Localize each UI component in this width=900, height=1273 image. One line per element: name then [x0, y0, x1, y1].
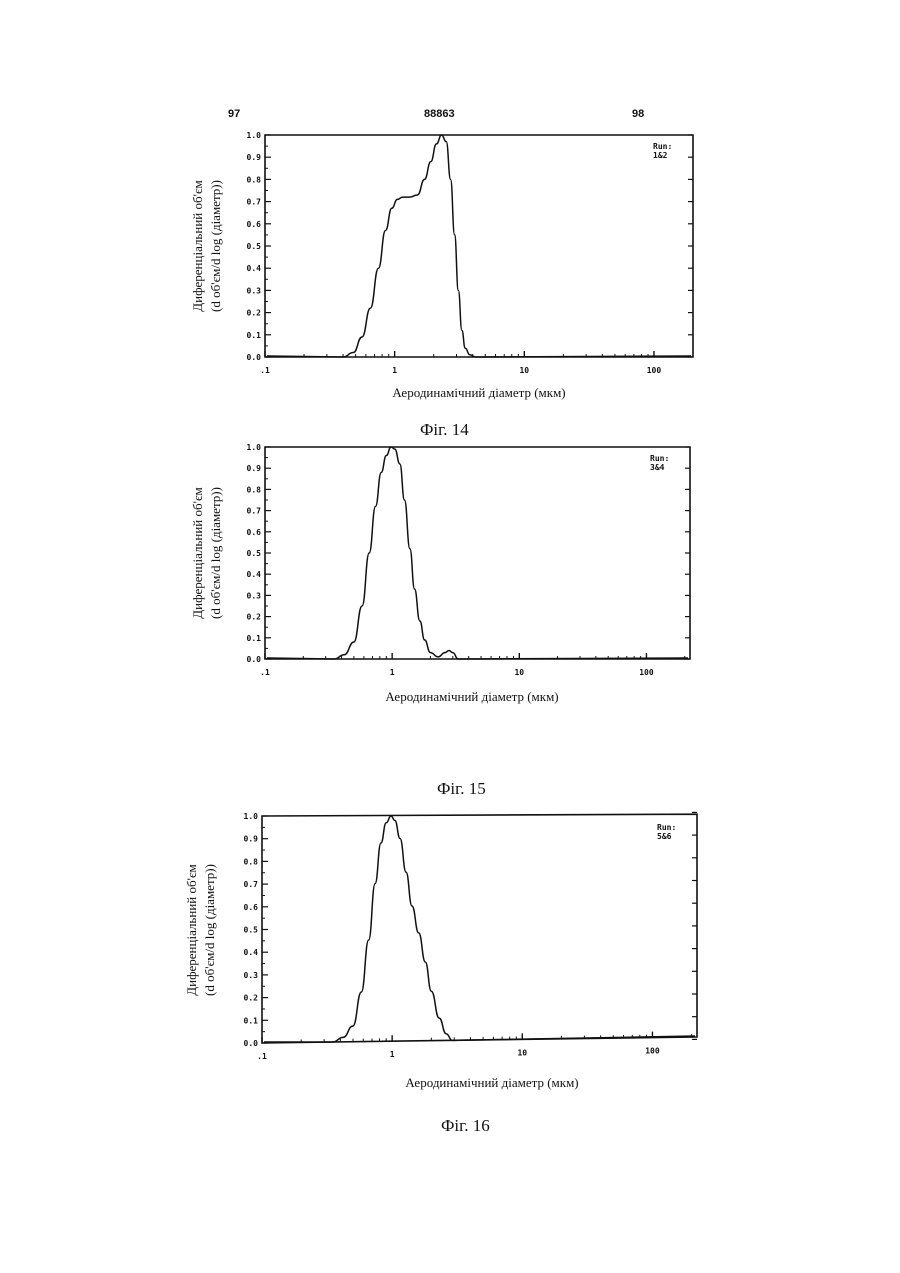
chart-fig16: Диференціальний об'єм (d об'єм/d log (ді… — [0, 790, 900, 1110]
plot-frame — [265, 447, 690, 659]
y-axis-title: Диференціальний об'єм (d об'єм/d log (ді… — [190, 487, 223, 619]
run-value: 5&6 — [657, 832, 672, 841]
y-tick-label: 0.6 — [247, 220, 262, 229]
x-tick-label: .1 — [257, 1052, 267, 1061]
y-tick-label: 0.4 — [244, 948, 259, 957]
y-tick-label: 0.8 — [247, 485, 262, 494]
y-tick-label: 0.9 — [244, 835, 259, 844]
chart-fig15: Диференціальний об'єм (d об'єм/d log (ді… — [0, 430, 900, 730]
y-tick-label: 0.0 — [244, 1039, 259, 1048]
run-value: 1&2 — [653, 151, 668, 160]
x-tick-label: 1 — [392, 366, 397, 375]
x-axis-title: Аеродинамічний діаметр (мкм) — [392, 385, 565, 400]
y-tick-label: 0.3 — [247, 286, 262, 295]
y-axis-title-line2: (d об'єм/d log (діаметр)) — [202, 864, 217, 996]
y-tick-label: 1.0 — [247, 131, 262, 140]
y-tick-label: 0.9 — [247, 464, 262, 473]
x-axis-title: Аеродинамічний діаметр (мкм) — [385, 689, 558, 704]
y-tick-label: 0.2 — [247, 309, 262, 318]
run-label: Run: — [650, 454, 669, 463]
plot-frame — [265, 135, 693, 357]
x-tick-label: 100 — [639, 668, 654, 677]
y-tick-label: 0.2 — [244, 994, 259, 1003]
y-tick-label: 0.4 — [247, 264, 262, 273]
x-tick-label: 1 — [390, 1050, 395, 1059]
y-tick-label: 0.1 — [244, 1016, 259, 1025]
y-tick-label: 0.3 — [247, 591, 262, 600]
x-tick-label: 1 — [390, 668, 395, 677]
y-tick-label: 0.4 — [247, 570, 262, 579]
run-label: Run: — [653, 142, 672, 151]
x-tick-label: .1 — [260, 366, 270, 375]
y-axis-title-line1: Диференціальний об'єм — [190, 180, 205, 312]
y-tick-label: 0.1 — [247, 634, 262, 643]
x-tick-label: 10 — [514, 668, 524, 677]
y-tick-label: 0.7 — [247, 507, 262, 516]
figure-caption-16: Фіг. 16 — [441, 1116, 490, 1136]
y-tick-label: 0.6 — [244, 903, 259, 912]
y-tick-label: 0.7 — [247, 198, 262, 207]
x-tick-label: 10 — [517, 1048, 527, 1057]
series-line — [267, 135, 691, 357]
y-tick-label: 0.9 — [247, 153, 262, 162]
series-line — [264, 816, 695, 1042]
y-axis-title-line1: Диференціальний об'єм — [184, 864, 199, 996]
run-label: Run: — [657, 823, 676, 832]
y-axis-title-line1: Диференціальний об'єм — [190, 487, 205, 619]
x-axis-title: Аеродинамічний діаметр (мкм) — [405, 1075, 578, 1090]
plot-frame — [262, 814, 697, 1043]
y-tick-label: 0.3 — [244, 971, 259, 980]
y-tick-label: 0.5 — [247, 549, 262, 558]
x-tick-label: 100 — [645, 1047, 660, 1056]
chart-fig14: Диференціальний об'єм (d об'єм/d log (ді… — [0, 0, 900, 440]
x-tick-label: 10 — [519, 366, 529, 375]
y-tick-label: 0.2 — [247, 613, 262, 622]
y-axis-title-line2: (d об'єм/d log (діаметр)) — [208, 487, 223, 619]
run-value: 3&4 — [650, 463, 665, 472]
y-axis-title-line2: (d об'єм/d log (діаметр)) — [208, 180, 223, 312]
y-axis-title: Диференціальний об'єм (d об'єм/d log (ді… — [190, 180, 223, 312]
y-tick-label: 0.5 — [244, 926, 259, 935]
y-tick-label: 0.5 — [247, 242, 262, 251]
y-tick-label: 0.8 — [244, 857, 259, 866]
y-tick-label: 0.0 — [247, 353, 262, 362]
y-axis-title: Диференціальний об'єм (d об'єм/d log (ді… — [184, 864, 217, 996]
series-line — [267, 447, 688, 659]
y-tick-label: 0.7 — [244, 880, 259, 889]
y-tick-label: 0.6 — [247, 528, 262, 537]
y-tick-label: 1.0 — [244, 812, 259, 821]
y-tick-label: 0.1 — [247, 331, 262, 340]
x-tick-label: .1 — [260, 668, 270, 677]
y-tick-label: 0.8 — [247, 175, 262, 184]
x-tick-label: 100 — [647, 366, 662, 375]
y-tick-label: 1.0 — [247, 443, 262, 452]
y-tick-label: 0.0 — [247, 655, 262, 664]
